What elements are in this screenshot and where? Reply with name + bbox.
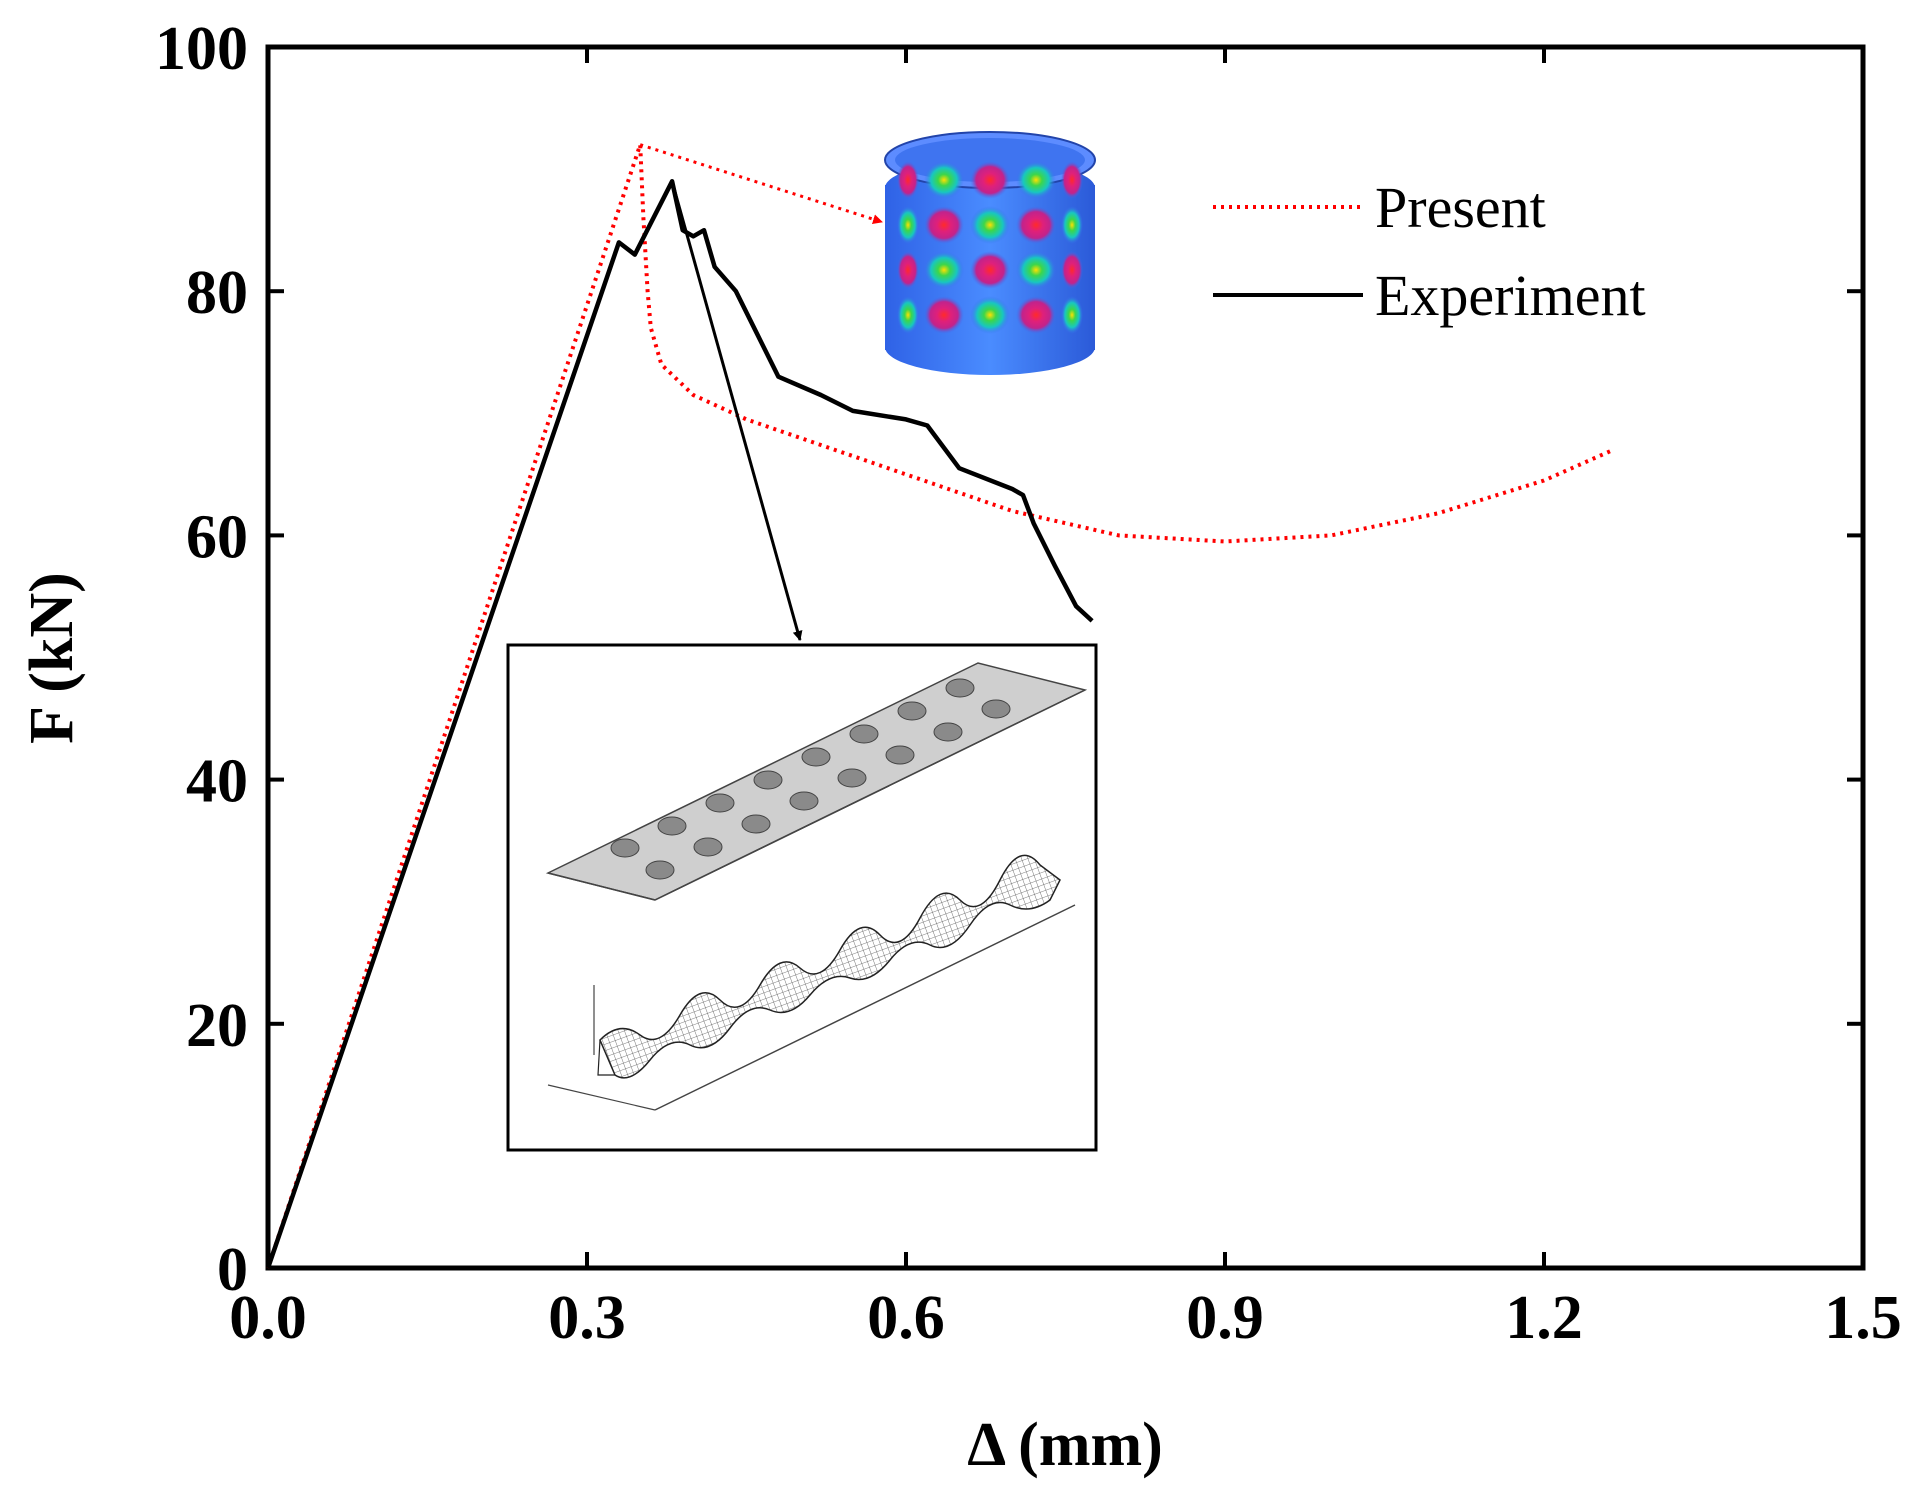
annotation-arrow — [670, 180, 803, 641]
mode-spot — [1061, 296, 1083, 334]
y-axis-title: F (kN) — [18, 572, 86, 744]
mode-spot — [1016, 296, 1056, 334]
mode-spot — [1016, 251, 1056, 289]
y-tick-label: 40 — [186, 748, 248, 816]
mode-spot — [1016, 206, 1056, 244]
mode-spot — [970, 206, 1010, 244]
x-tick-label: 0.6 — [867, 1284, 945, 1352]
mode-spot — [897, 251, 919, 289]
mode-spot — [970, 251, 1010, 289]
x-axis-title: Δ (mm) — [967, 1411, 1163, 1479]
x-tick-label: 0.0 — [229, 1284, 307, 1352]
y-ticks: 0 20 40 60 80 100 — [155, 15, 1863, 1304]
x-tick-label: 1.2 — [1505, 1284, 1583, 1352]
y-tick-label: 0 — [217, 1236, 248, 1304]
x-ticks: 0.0 0.3 0.6 0.9 1.2 1.5 — [229, 47, 1902, 1352]
x-tick-label: 1.5 — [1824, 1284, 1902, 1352]
y-tick-label: 60 — [186, 503, 248, 571]
mode-spot — [1061, 161, 1083, 199]
y-tick-label: 20 — [186, 992, 248, 1060]
x-tick-label: 0.9 — [1186, 1284, 1264, 1352]
legend-label-present: Present — [1375, 175, 1546, 240]
series-line-present — [266, 142, 1614, 1269]
mode-spot — [897, 296, 919, 334]
mode-spot — [970, 161, 1010, 199]
mode-spot — [897, 161, 919, 199]
mode-spot — [1061, 251, 1083, 289]
mode-spot — [1061, 206, 1083, 244]
y-tick-label: 100 — [155, 15, 248, 83]
y-tick-label: 80 — [186, 259, 248, 327]
plot-frame — [265, 44, 1866, 1271]
inset-surface-plot — [506, 643, 1098, 1152]
mode-spot — [924, 206, 964, 244]
x-tick-label: 0.3 — [548, 1284, 626, 1352]
mode-spot — [924, 161, 964, 199]
legend-label-experiment: Experiment — [1375, 263, 1646, 328]
arrow-layer — [639, 143, 883, 641]
mode-spot — [924, 296, 964, 334]
annotation-arrow — [639, 143, 883, 225]
mode-spot — [924, 251, 964, 289]
mode-spot — [1016, 161, 1056, 199]
cylinder-mode-image — [884, 131, 1096, 375]
mode-spot — [897, 206, 919, 244]
mode-spot — [970, 296, 1010, 334]
legend: Present Experiment — [1213, 175, 1646, 328]
